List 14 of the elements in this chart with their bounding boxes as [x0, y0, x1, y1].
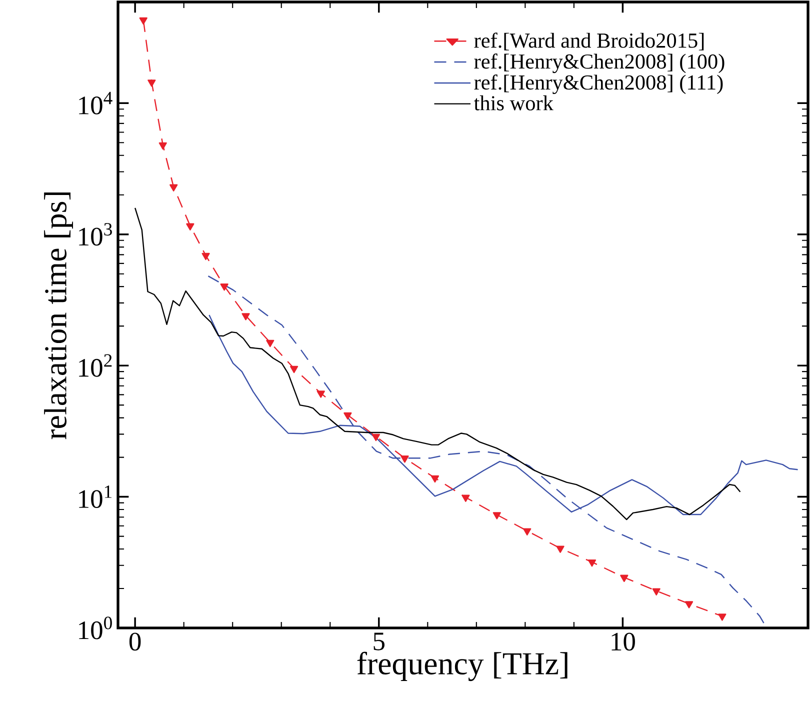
x-tick-label: 5 [374, 632, 384, 650]
legend-label: ref.[Ward and Broido2015] [474, 32, 704, 50]
legend-label: this work [474, 95, 554, 110]
x-axis-title: frequency [THz] [357, 652, 568, 682]
legend-label: ref.[Henry&Chen2008] (111) [474, 74, 723, 94]
y-tick-label: 10$^{3}$ [79, 223, 112, 246]
y-axis-title: relaxation time [ps] [44, 192, 73, 440]
x-tick-label: 10 [612, 632, 635, 651]
y-tick-label: 10$^{2}$ [79, 354, 112, 377]
legend-label: ref.[Henry&Chen2008] (100) [474, 54, 724, 74]
x-tick-label: 0 [129, 632, 141, 651]
y-tick-label: 10$^{1}$ [79, 486, 112, 508]
y-tick-label: 10$^{0}$ [79, 616, 112, 640]
y-tick-label: 10$^{4}$ [79, 92, 112, 114]
